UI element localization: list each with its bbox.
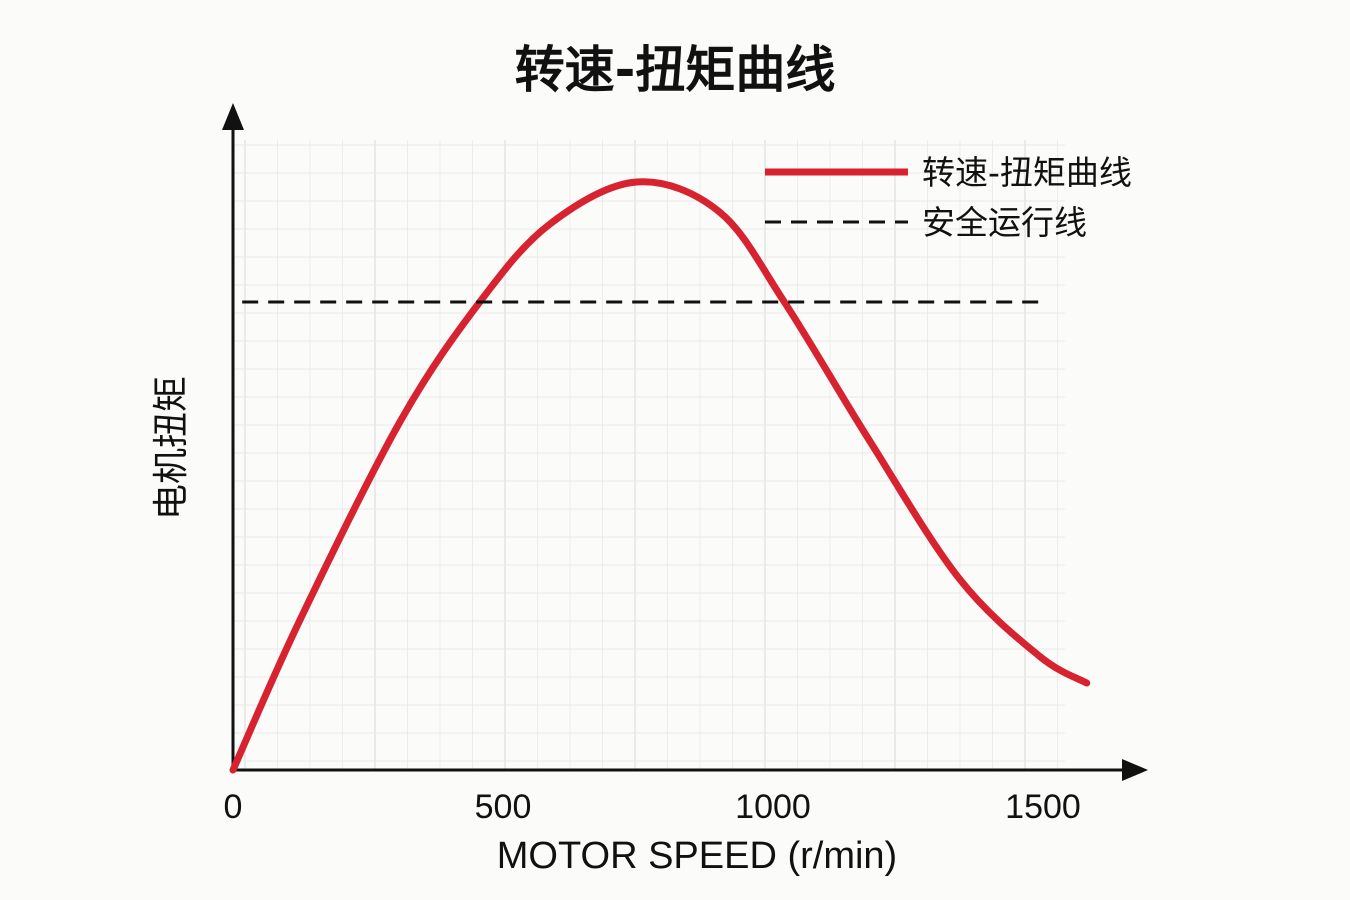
y-axis-arrow	[222, 103, 244, 130]
x-tick-label: 1000	[735, 788, 811, 826]
x-axis-label: MOTOR SPEED (r/min)	[497, 835, 897, 877]
legend-label: 安全运行线	[922, 203, 1087, 242]
legend-label: 转速-扭矩曲线	[922, 153, 1132, 192]
series-line-torque-curve	[229, 178, 1091, 774]
y-axis-label: 电机扭矩	[151, 376, 192, 520]
x-axis-arrow	[1122, 759, 1148, 781]
x-tick-label: 0	[224, 788, 243, 826]
chart-title: 转速-扭矩曲线	[514, 41, 836, 99]
x-tick-label: 500	[475, 788, 532, 826]
x-tick-label: 1500	[1005, 788, 1081, 826]
